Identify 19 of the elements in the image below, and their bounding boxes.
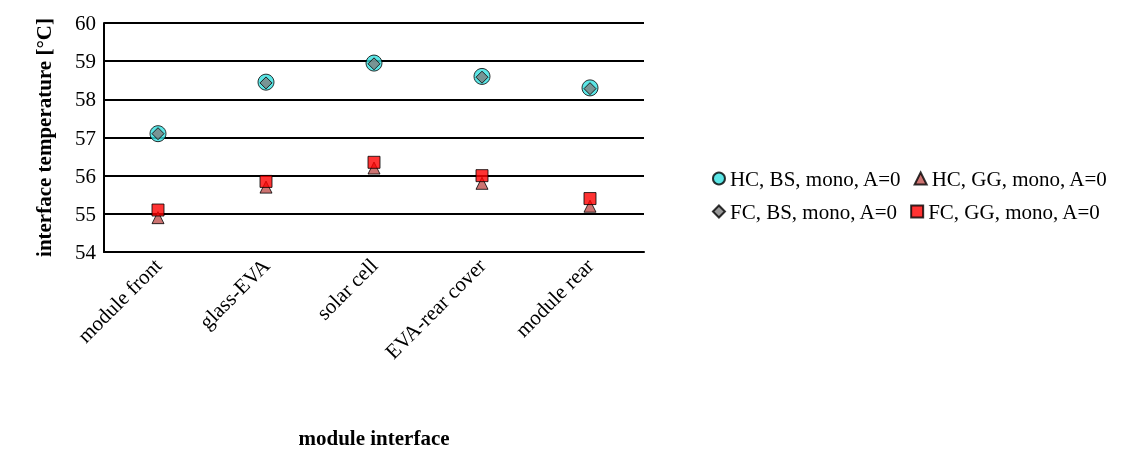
point <box>583 192 597 206</box>
y-tick-label: 58 <box>75 87 96 112</box>
y-tick-label: 59 <box>75 49 96 74</box>
x-tick-label: solar cell <box>311 253 383 325</box>
y-axis-title: interface temperature [°C] <box>31 18 56 257</box>
y-tick-label: 55 <box>75 201 96 226</box>
y-tick-label: 54 <box>75 240 97 264</box>
y-tick-label: 56 <box>75 163 96 188</box>
point <box>367 155 381 169</box>
y-tick-label: 60 <box>75 11 96 35</box>
legend-label: FC, BS, mono, A=0 <box>729 199 898 224</box>
y-tick-label: 57 <box>75 125 96 150</box>
point <box>151 203 165 217</box>
point <box>259 174 273 188</box>
legend-label: HC, BS, mono, A=0 <box>729 166 901 191</box>
point <box>475 169 489 183</box>
legend-label: FC, GG, mono, A=0 <box>928 199 1100 224</box>
x-axis-title: module interface <box>298 425 450 450</box>
legend-label: HC, GG, mono, A=0 <box>931 166 1107 191</box>
